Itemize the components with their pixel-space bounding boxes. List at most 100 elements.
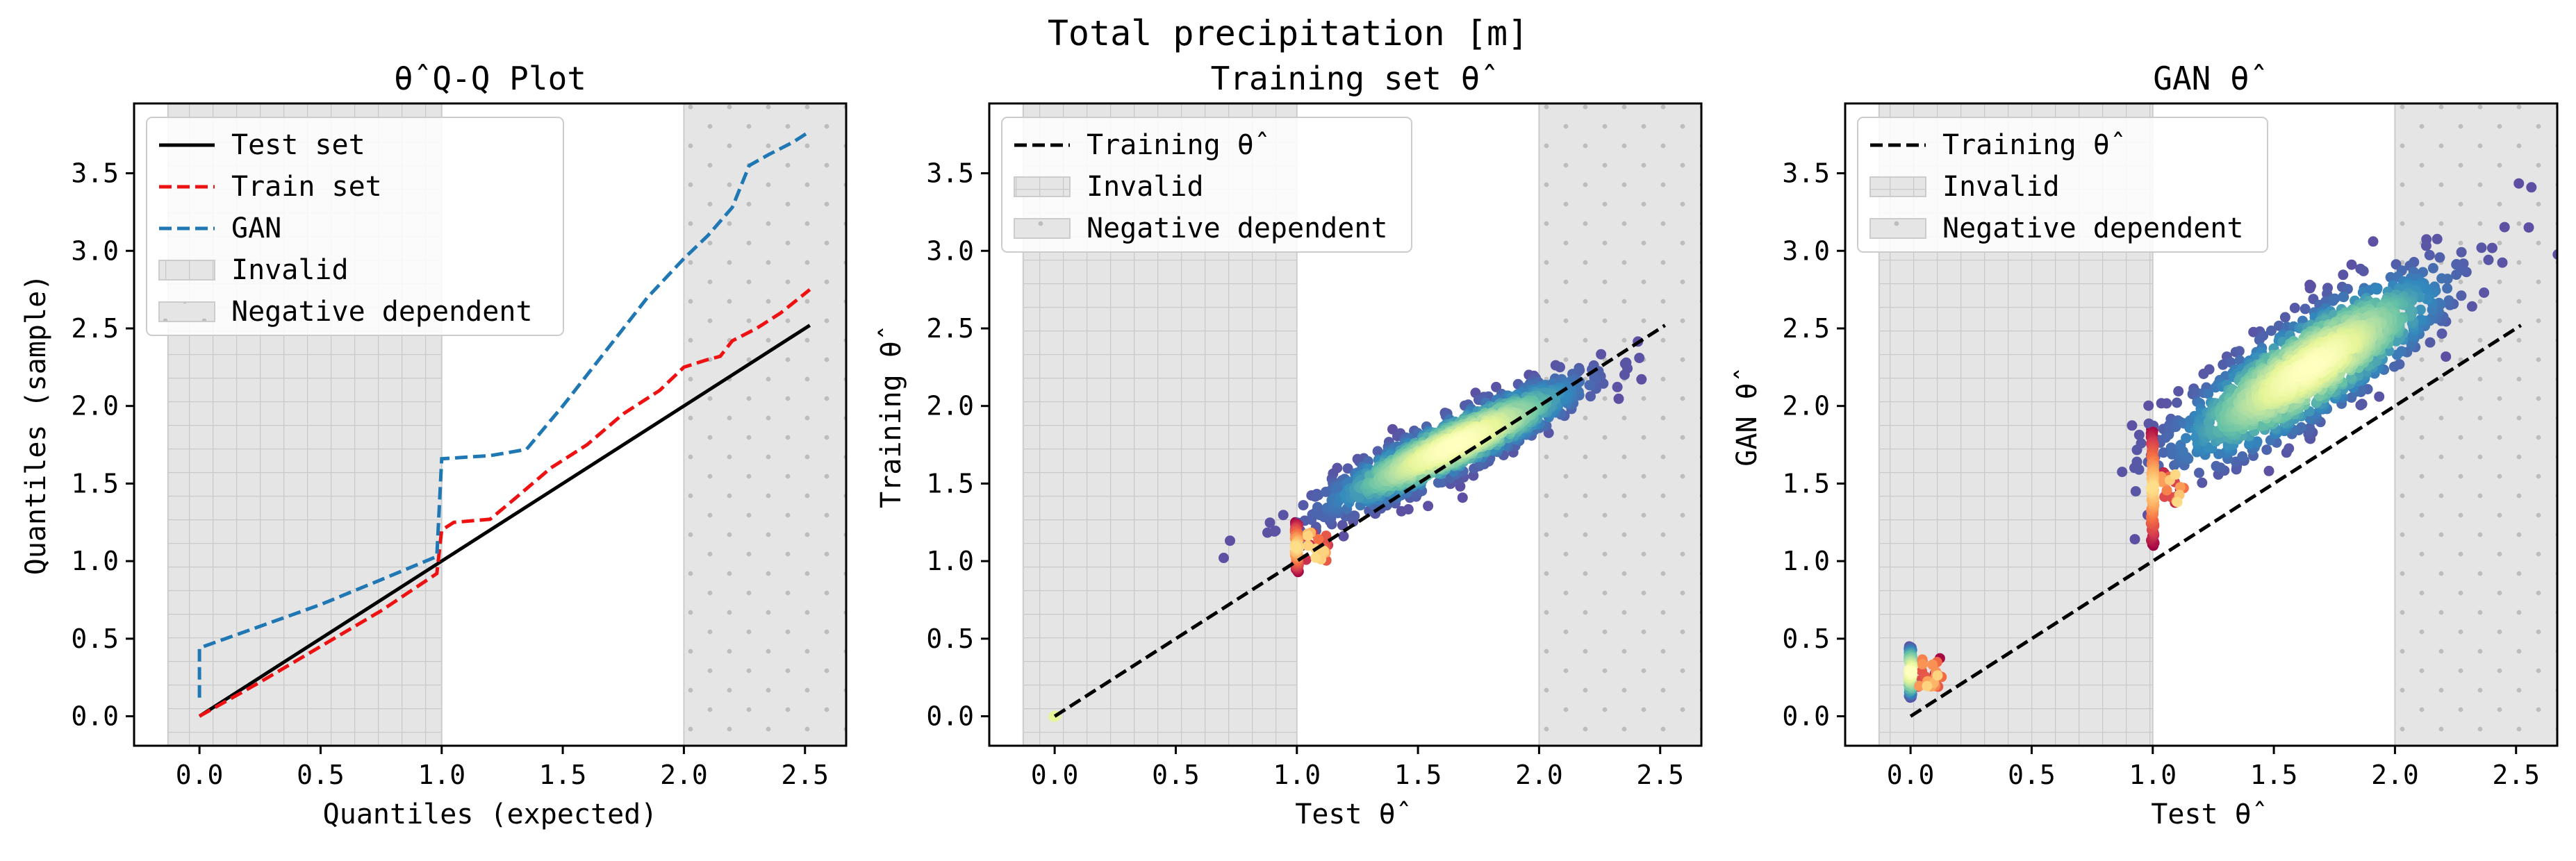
series-line-gan [197, 130, 811, 698]
scatter-point [2374, 391, 2385, 402]
y-tick-label: 3.0 [1782, 235, 1830, 266]
scatter-point [1337, 519, 1348, 530]
legend-entry-label: Invalid [1942, 171, 2060, 203]
scatter-point [2443, 295, 2454, 306]
scatter-point [2499, 221, 2510, 233]
scatter-point [2513, 178, 2525, 189]
scatter-point [2284, 443, 2295, 454]
scatter-point [1922, 680, 1933, 692]
legend: Training θ̂ Invalid Negative dependent [1857, 117, 2268, 253]
scatter-point [2486, 242, 2497, 253]
scatter-point [2197, 477, 2208, 488]
scatter-point [2526, 182, 2537, 193]
scatter-point [2356, 399, 2368, 410]
scatter-point [2136, 437, 2147, 449]
axes-frame [988, 102, 1703, 747]
scatter-point [2434, 252, 2445, 263]
scatter-point [2427, 262, 2438, 274]
scatter-point [2327, 295, 2338, 306]
legend-entry-label: Invalid [1087, 171, 1204, 203]
scatter-point [1278, 510, 1289, 521]
scatter-point [1423, 501, 1434, 512]
scatter-point [2234, 355, 2245, 366]
reference-line [1053, 324, 1667, 718]
scatter-point [1331, 484, 1342, 495]
scatter-point [2204, 364, 2215, 375]
scatter-point [1321, 530, 1332, 542]
scatter-point [1612, 381, 1623, 392]
scatter-point [2304, 422, 2315, 433]
scatter-point [1270, 526, 1281, 536]
panel-1: 0.0 0.5 1.0 1.5 2.0 2.5 0.0 0.5 1.0 1.5 2.0 2.5 3.0 3… [20, 60, 848, 830]
scatter-point [2306, 360, 2317, 371]
panel-title: Training set θ̂ [1211, 60, 1496, 97]
y-axis-label: Quantiles (sample) [20, 274, 52, 575]
scatter-point [2256, 421, 2267, 432]
scatter-point [1555, 362, 1565, 373]
y-tick-label: 2.0 [926, 391, 974, 421]
y-tick-label: 1.5 [71, 468, 119, 499]
scatter-point [1448, 440, 1459, 451]
scatter-point [1298, 500, 1309, 511]
x-axis-label: Test θ̂ [1295, 799, 1408, 830]
scatter-point [2172, 496, 2183, 508]
plot-area [1904, 178, 2557, 718]
scatter-point [1318, 545, 1329, 556]
scatter-point [2265, 325, 2277, 336]
y-tick-label: 2.5 [1782, 313, 1830, 344]
y-tick-label: 1.5 [1782, 468, 1830, 499]
x-tick-label: 1.5 [539, 760, 587, 790]
scatter-point [2234, 346, 2245, 357]
x-tick-label: 0.5 [1152, 760, 1200, 790]
region-negative-dependent [684, 103, 846, 746]
scatter-point [1584, 380, 1595, 391]
legend-entry-label: GAN [231, 212, 281, 244]
y-tick-label: 1.0 [1782, 546, 1830, 576]
panel-title: GAN θ̂ [2153, 60, 2264, 97]
scatter-point [2181, 433, 2192, 444]
scatter-point [2211, 460, 2222, 471]
scatter-point [1372, 446, 1383, 457]
scatter-point [1310, 552, 1321, 563]
x-tick-label: 2.5 [781, 760, 829, 790]
x-tick-label: 1.5 [1394, 760, 1442, 790]
scatter-point [2133, 464, 2145, 475]
scatter-point [2497, 257, 2508, 268]
legend-box [1857, 117, 2268, 253]
scatter-point [2143, 400, 2154, 411]
scatter-point [1917, 659, 1928, 670]
y-tick-label: 2.0 [71, 391, 119, 421]
legend-entry-label: Negative dependent [231, 296, 532, 328]
scatter-point [1636, 374, 1647, 385]
legend-entry-label: Training θ̂ [1087, 129, 1267, 161]
scatter-point [2289, 303, 2300, 313]
scatter-point [2194, 467, 2204, 478]
scatter-point [2451, 269, 2462, 281]
x-tick-label: 2.0 [2371, 760, 2419, 790]
panel-3: 0.0 0.5 1.0 1.5 2.0 2.5 0.0 0.5 1.0 1.5 2.0 2.5 3.0 3… [1731, 60, 2559, 830]
x-tick-label: 0.5 [297, 760, 345, 790]
scatter-point [2254, 335, 2265, 346]
scatter-point [2174, 482, 2186, 493]
scatter-point [2296, 421, 2307, 433]
x-tick-label: 1.0 [1273, 760, 1321, 790]
scatter-point [2358, 265, 2369, 276]
axes-frame [133, 102, 848, 747]
legend-box [146, 117, 564, 336]
panel-2: 0.0 0.5 1.0 1.5 2.0 2.5 0.0 0.5 1.0 1.5 2.0 2.5 3.0 3… [875, 60, 1703, 830]
scatter-point [1932, 670, 1943, 681]
x-tick-label: 0.5 [2008, 760, 2056, 790]
scatter-point [2431, 233, 2443, 244]
scatter-point [1433, 477, 1444, 488]
scatter-point [1219, 553, 1229, 563]
scatter-point [2130, 486, 2141, 497]
y-tick-label: 3.5 [1782, 158, 1830, 189]
scatter-point [2237, 451, 2248, 462]
scatter-point [2148, 481, 2159, 492]
scatter-point [2451, 259, 2462, 270]
scatter-point [1914, 680, 1925, 692]
scatter-point [2263, 465, 2274, 476]
scatter-point [1264, 517, 1275, 528]
legend-entry-label: Negative dependent [1087, 212, 1387, 244]
scatter-point [2442, 283, 2453, 294]
